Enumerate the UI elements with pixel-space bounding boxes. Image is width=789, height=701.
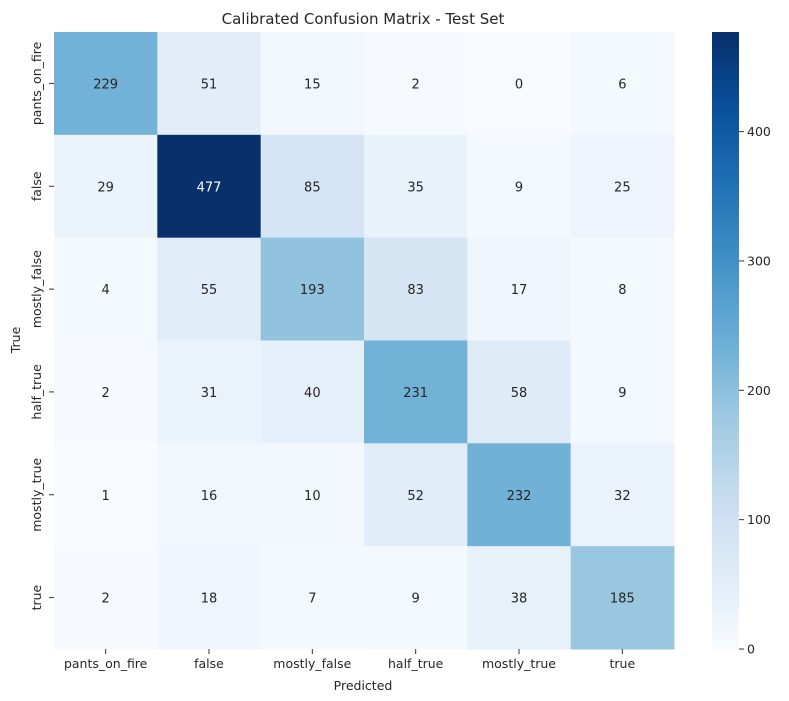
colorbar-tick-label: 200 [747,383,771,398]
cell-value-label: 38 [511,592,528,607]
cell-value-label: 193 [300,283,325,298]
cell-value-label: 6 [618,77,626,92]
heatmap-cell [570,443,675,547]
heatmap-cell [54,237,158,341]
cell-value-label: 232 [507,489,532,504]
cell-value-label: 18 [201,592,218,607]
cell-value-label: 29 [97,180,114,195]
heatmap-cell [54,546,158,650]
cell-value-label: 2 [102,592,110,607]
x-tick-label: mostly_false [273,656,351,671]
cell-value-label: 2 [412,77,420,92]
cell-value-label: 2 [102,386,110,401]
heatmap-cell [54,443,158,547]
x-tick-label: true [610,656,636,671]
cell-value-label: 15 [304,77,321,92]
heatmap-cell [54,32,158,136]
heatmap-cell [157,237,262,341]
heatmap-cell [364,340,468,444]
heatmap-cell [157,32,262,136]
chart-title: Calibrated Confusion Matrix - Test Set [222,10,505,28]
cell-value-label: 32 [614,489,631,504]
cell-value-label: 58 [511,386,528,401]
heatmap-cell [570,237,675,341]
cell-value-label: 31 [201,386,218,401]
heatmap-cell [157,443,262,547]
heatmap-cell [260,134,365,239]
cell-value-label: 9 [515,180,523,195]
cell-value-label: 8 [618,283,626,298]
cell-value-label: 55 [201,283,218,298]
colorbar-ticks: 0 100 200 300 400 [739,124,771,657]
heatmap-cell [260,546,365,650]
cell-value-label: 0 [515,77,523,92]
heatmap-cell [260,340,365,444]
cell-value-label: 1 [102,489,110,504]
cell-value-label: 9 [618,386,626,401]
cell-value-label: 7 [308,592,316,607]
heatmap-cell [467,546,572,650]
heatmap-cell [467,237,572,341]
colorbar-tick-label: 300 [747,253,771,268]
x-tick-label: pants_on_fire [64,656,148,671]
x-tick-label: mostly_true [482,656,556,671]
cell-value-label: 229 [93,77,118,92]
cell-value-label: 85 [304,180,321,195]
heatmap-cell [467,443,572,547]
heatmap-cell [364,237,468,341]
heatmap-cell-labels: 229 51 15 2 0 629 477 85 35 9 254 55 193 83 17 82 31 40 23… [93,77,634,606]
heatmap-cell [570,546,675,650]
y-tick-label: false [29,171,44,201]
cell-value-label: 9 [412,592,420,607]
heatmap-cell [157,546,262,650]
heatmap-cell [260,443,365,547]
y-tick-label: mostly_false [29,250,44,328]
cell-value-label: 35 [407,180,424,195]
colorbar-tick-label: 0 [747,642,755,657]
cell-value-label: 16 [201,489,218,504]
cell-value-label: 52 [407,489,424,504]
y-tick-label: mostly_true [29,457,44,531]
heatmap-cell [570,340,675,444]
cell-value-label: 10 [304,489,321,504]
cell-value-label: 185 [610,592,635,607]
heatmap-cell [570,134,675,239]
cell-value-label: 477 [197,180,222,195]
heatmap-cell [260,32,365,136]
heatmap-cell [467,340,572,444]
x-axis-ticks: pants_on_fire false mostly_false half_true m… [64,649,636,671]
y-tick-label: half_true [29,364,44,420]
y-axis-label: True [8,326,23,354]
cell-value-label: 40 [304,386,321,401]
cell-value-label: 83 [407,283,424,298]
heatmap-cell [260,237,365,341]
heatmap-cell [157,340,262,444]
cell-value-label: 4 [102,283,110,298]
colorbar [712,32,739,649]
heatmap-cell [364,134,468,239]
y-tick-label: pants_on_fire [29,41,44,125]
colorbar-tick-label: 100 [747,512,771,527]
heatmap-cell [364,443,468,547]
cell-value-label: 17 [511,283,528,298]
heatmap-cells [54,32,675,650]
cell-value-label: 25 [614,180,631,195]
heatmap-cell [54,134,158,239]
heatmap-cell [467,134,572,239]
y-tick-label: true [29,584,44,610]
x-tick-label: false [194,656,224,671]
heatmap-cell [570,32,675,136]
heatmap-cell [364,546,468,650]
colorbar-tick-label: 400 [747,124,771,139]
x-tick-label: half_true [388,656,444,671]
cell-value-label: 231 [403,386,428,401]
heatmap-cell [467,32,572,136]
heatmap-cell [364,32,468,136]
heatmap-cell [54,340,158,444]
cell-value-label: 51 [201,77,218,92]
heatmap-cell [157,134,262,239]
x-axis-label: Predicted [334,678,393,693]
